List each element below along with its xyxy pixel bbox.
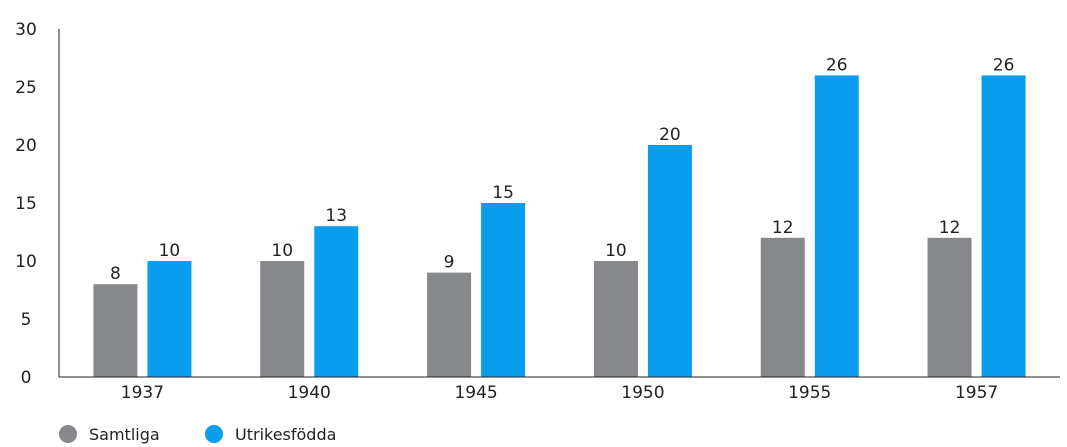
bar-utrikesfödda-1937 bbox=[147, 261, 192, 377]
y-tick-label: 0 bbox=[21, 368, 32, 388]
legend-label: Utrikesfödda bbox=[235, 425, 336, 444]
bar-utrikesfödda-1940 bbox=[314, 226, 359, 377]
y-axis: 0 5 10 15 20 25 30 bbox=[15, 20, 60, 388]
y-tick-label: 5 bbox=[21, 310, 32, 330]
bar-utrikesfödda-1955 bbox=[814, 75, 859, 378]
data-label: 9 bbox=[444, 253, 455, 273]
legend-label: Samtliga bbox=[89, 425, 160, 444]
y-tick-labels: 0 5 10 15 20 25 30 bbox=[15, 20, 37, 388]
bar-utrikesfödda-1957 bbox=[981, 75, 1026, 378]
x-axis: 1937 1940 1945 1950 1955 1957 bbox=[59, 376, 1060, 403]
x-tick-label: 1955 bbox=[788, 383, 831, 403]
data-label: 13 bbox=[325, 206, 347, 226]
data-label: 10 bbox=[605, 241, 627, 261]
bar-samtliga-1955 bbox=[760, 237, 805, 377]
data-label: 10 bbox=[271, 241, 293, 261]
x-tick-labels: 1937 1940 1945 1950 1955 1957 bbox=[121, 383, 998, 403]
data-label: 12 bbox=[772, 218, 794, 238]
legend-marker-samtliga bbox=[59, 425, 77, 443]
y-tick-label: 15 bbox=[15, 194, 37, 214]
y-tick-label: 10 bbox=[15, 252, 37, 272]
legend: Samtliga Utrikesfödda bbox=[59, 425, 336, 444]
bar-utrikesfödda-1950 bbox=[647, 145, 692, 377]
data-labels: 8 10 10 13 9 15 10 20 12 26 12 26 bbox=[110, 55, 1014, 284]
x-tick-label: 1957 bbox=[955, 383, 998, 403]
bar-samtliga-1945 bbox=[427, 272, 472, 377]
bar-samtliga-1940 bbox=[260, 261, 305, 377]
y-tick-label: 20 bbox=[15, 136, 37, 156]
bar-samtliga-1950 bbox=[593, 261, 638, 377]
x-tick-label: 1940 bbox=[288, 383, 331, 403]
x-tick-label: 1950 bbox=[621, 383, 664, 403]
y-tick-label: 25 bbox=[15, 78, 37, 98]
data-label: 15 bbox=[492, 183, 514, 203]
data-label: 12 bbox=[939, 218, 961, 238]
data-label: 8 bbox=[110, 264, 121, 284]
x-tick-label: 1937 bbox=[121, 383, 164, 403]
y-tick-label: 30 bbox=[15, 20, 37, 40]
bar-utrikesfödda-1945 bbox=[481, 203, 526, 377]
data-label: 20 bbox=[659, 125, 681, 145]
data-label: 26 bbox=[993, 55, 1015, 75]
x-tick-label: 1945 bbox=[454, 383, 497, 403]
data-label: 26 bbox=[826, 55, 848, 75]
bar-samtliga-1937 bbox=[93, 284, 138, 377]
data-label: 10 bbox=[159, 241, 181, 261]
bar-samtliga-1957 bbox=[927, 237, 972, 377]
legend-marker-utrikesfödda bbox=[205, 425, 223, 443]
bars bbox=[93, 75, 1026, 378]
